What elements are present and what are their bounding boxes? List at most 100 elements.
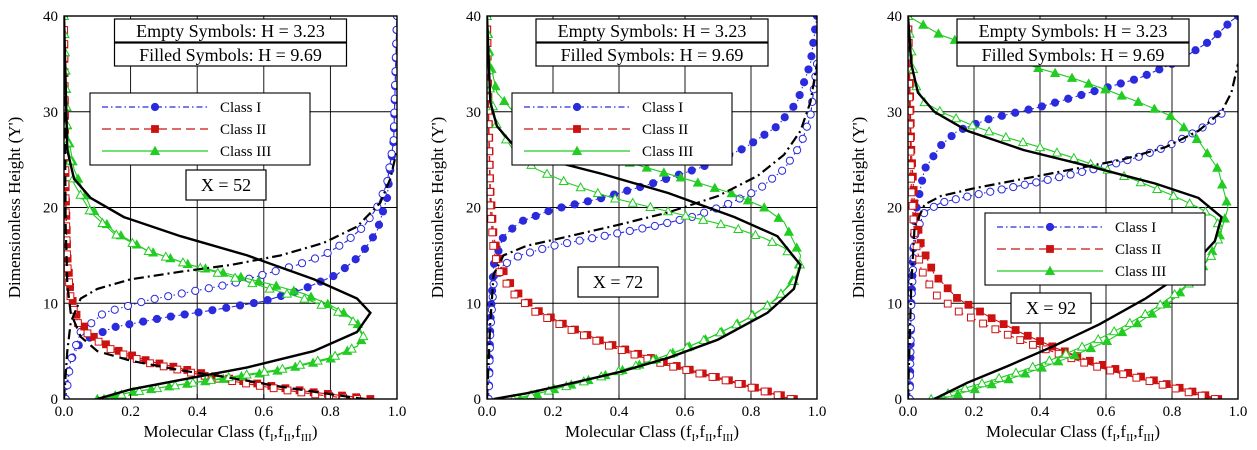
data-point — [1037, 102, 1046, 111]
data-point — [208, 306, 217, 315]
annotation-filled-symbols: Filled Symbols: H = 9.69 — [139, 45, 322, 65]
data-point — [1077, 167, 1087, 176]
data-point — [943, 299, 952, 308]
data-point — [1191, 133, 1203, 144]
data-point — [159, 362, 168, 371]
data-point — [997, 185, 1006, 194]
data-point — [692, 177, 704, 187]
data-point — [1117, 326, 1128, 337]
data-point — [1145, 377, 1154, 386]
data-point — [915, 189, 924, 199]
data-point — [487, 133, 493, 142]
data-point — [357, 224, 366, 233]
panel-label-box — [185, 169, 267, 201]
data-point — [169, 380, 181, 390]
data-point — [999, 320, 1008, 329]
legend-entry-3: Class III — [997, 264, 1166, 280]
data-point — [205, 374, 217, 384]
data-point — [177, 289, 186, 298]
data-point — [264, 283, 275, 293]
data-point — [194, 308, 203, 317]
series-class-i-filled — [487, 16, 817, 399]
data-point — [600, 231, 609, 240]
data-point — [543, 385, 554, 395]
data-point — [283, 386, 292, 395]
data-point — [630, 350, 639, 359]
data-point — [366, 395, 375, 399]
data-point — [804, 65, 813, 74]
data-point — [378, 207, 388, 216]
y-tick-label: 30 — [43, 105, 58, 121]
data-point — [387, 149, 396, 158]
x-tick-label: 0.0 — [478, 404, 497, 420]
data-point — [1202, 147, 1213, 158]
data-point — [149, 145, 161, 155]
data-point — [929, 202, 938, 211]
y-tick-label: 0 — [895, 392, 903, 408]
data-point — [1119, 370, 1128, 379]
data-point — [146, 359, 154, 368]
data-point — [487, 120, 493, 129]
data-point — [623, 186, 632, 195]
data-point — [733, 223, 744, 234]
data-point — [1016, 336, 1025, 345]
data-point — [737, 145, 746, 154]
data-point — [768, 174, 777, 183]
data-point — [1233, 16, 1238, 21]
data-point — [908, 188, 916, 197]
data-point — [918, 176, 927, 185]
data-point — [1124, 317, 1135, 327]
data-point — [912, 242, 921, 251]
data-point — [714, 327, 726, 337]
data-point — [1155, 65, 1164, 74]
data-point — [649, 179, 658, 188]
data-point — [583, 197, 592, 206]
data-point — [1066, 170, 1075, 179]
x-axis-title: Molecular Class (fI,fII,fIII) — [143, 422, 317, 444]
data-point — [1106, 366, 1115, 375]
data-point — [98, 327, 107, 337]
data-point — [1140, 308, 1151, 318]
data-point — [934, 274, 943, 283]
data-point — [164, 292, 173, 301]
legend-entry-2: Class II — [524, 122, 688, 138]
data-point — [789, 102, 798, 111]
data-point — [638, 224, 647, 233]
data-point — [177, 257, 189, 267]
data-point — [986, 378, 997, 389]
data-point — [1191, 46, 1200, 55]
y-tick-label: 0 — [474, 392, 482, 408]
data-point — [617, 346, 626, 355]
data-point — [760, 130, 769, 139]
data-point — [64, 381, 72, 390]
series-black-dashdot — [487, 63, 817, 399]
data-point — [263, 296, 272, 305]
data-point — [83, 329, 92, 338]
data-point — [675, 172, 687, 182]
data-point — [111, 322, 120, 331]
data-point — [392, 39, 397, 48]
data-point — [680, 210, 691, 220]
data-point — [204, 284, 213, 293]
data-point — [1020, 368, 1031, 378]
data-point — [592, 336, 601, 345]
annotation-filled-box — [113, 42, 348, 67]
data-point — [1206, 250, 1217, 260]
data-point — [241, 369, 252, 379]
data-point — [1010, 367, 1022, 377]
data-point — [746, 310, 758, 320]
data-point — [921, 163, 930, 172]
series-black-dashdot — [908, 63, 1238, 399]
data-point — [721, 376, 730, 385]
data-point — [558, 175, 569, 185]
legend: Class I Class II Class III — [984, 212, 1206, 286]
data-point — [1165, 110, 1176, 120]
data-point — [908, 93, 914, 102]
data-point — [791, 242, 802, 252]
panel-label: X = 52 — [201, 175, 251, 195]
y-tick-label: 0 — [51, 392, 59, 408]
data-point — [150, 102, 160, 112]
data-point — [123, 301, 133, 311]
legend: Class I Class II Class III — [89, 92, 311, 166]
data-point — [1011, 326, 1020, 334]
